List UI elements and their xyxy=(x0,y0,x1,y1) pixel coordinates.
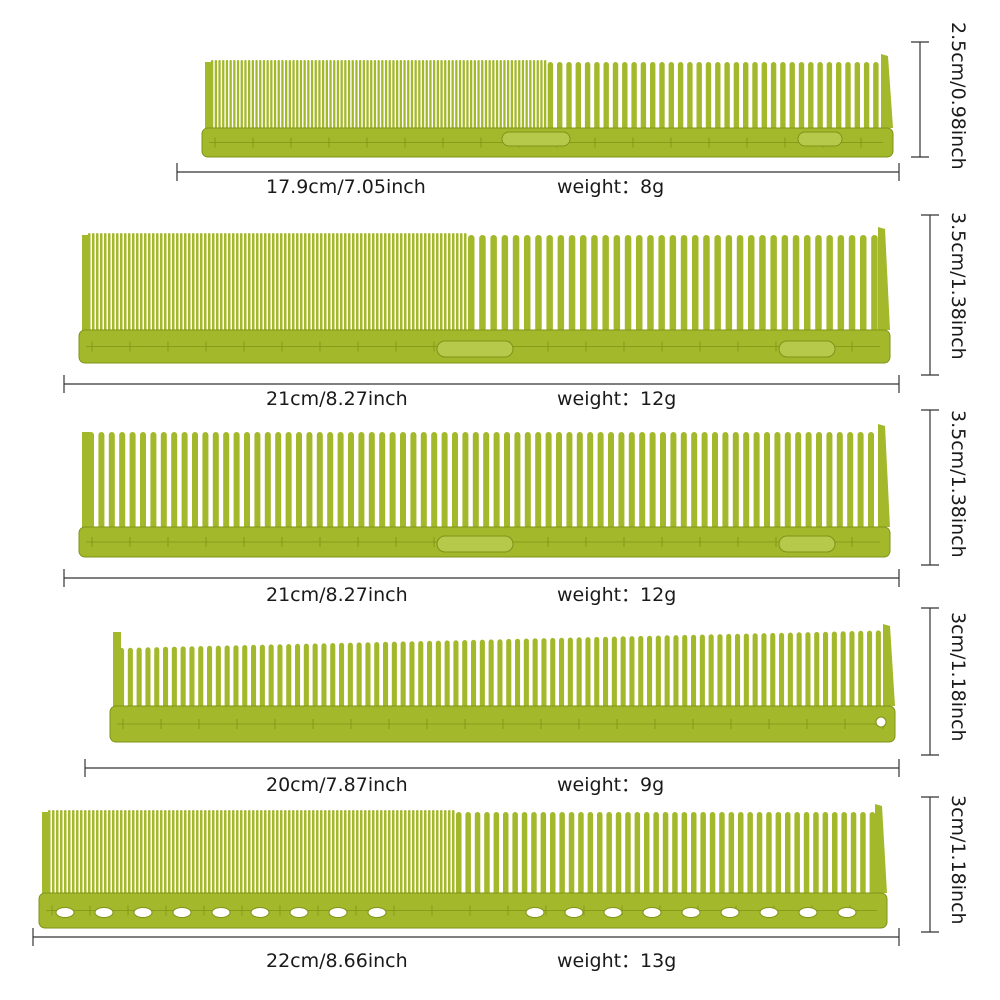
comb-5-length-label: 22cm/8.66inch xyxy=(266,950,408,972)
comb-2-slot xyxy=(778,340,836,358)
comb-4-length-label: 20cm/7.87inch xyxy=(266,774,408,796)
comb-5-height-label: 3cm/1.18inch xyxy=(947,795,969,925)
comb-3-height-label: 3.5cm/1.38inch xyxy=(947,410,969,558)
comb-1-teeth xyxy=(211,60,879,130)
comb-2-weight-label: weight：12g xyxy=(557,388,677,410)
comb-3-teeth xyxy=(88,432,874,529)
comb-1-slot xyxy=(797,131,843,147)
comb-3-length-label: 21cm/8.27inch xyxy=(266,584,408,606)
comb-5-holes xyxy=(55,907,857,918)
comb-2-height-label: 3.5cm/1.38inch xyxy=(947,212,969,360)
comb-1-height-label: 2.5cm/0.98inch xyxy=(947,22,969,170)
comb-4-weight-label: weight：9g xyxy=(557,774,665,796)
comb-3 xyxy=(63,409,939,587)
comb-1-weight-label: weight：8g xyxy=(557,176,665,198)
comb-5-weight-label: weight：13g xyxy=(557,950,677,972)
comb-2 xyxy=(63,214,939,393)
comb-3-weight-label: weight：12g xyxy=(557,584,677,606)
comb-5 xyxy=(32,796,939,946)
comb-1-slot xyxy=(501,131,571,147)
comb-2-teeth xyxy=(88,233,878,332)
comb-1-length-label: 17.9cm/7.05inch xyxy=(266,176,426,198)
comb-3-slot xyxy=(436,535,514,553)
comb-1 xyxy=(176,41,929,181)
comb-4-height-label: 3cm/1.18inch xyxy=(947,612,969,742)
comb-3-slot xyxy=(778,535,836,553)
comb-4-hang-hole xyxy=(875,716,887,728)
comb-5-teeth xyxy=(48,810,876,895)
comb-2-slot xyxy=(436,340,514,358)
comb-4-teeth xyxy=(119,630,881,708)
comb-2-length-label: 21cm/8.27inch xyxy=(266,388,408,410)
comb-4 xyxy=(84,607,939,777)
